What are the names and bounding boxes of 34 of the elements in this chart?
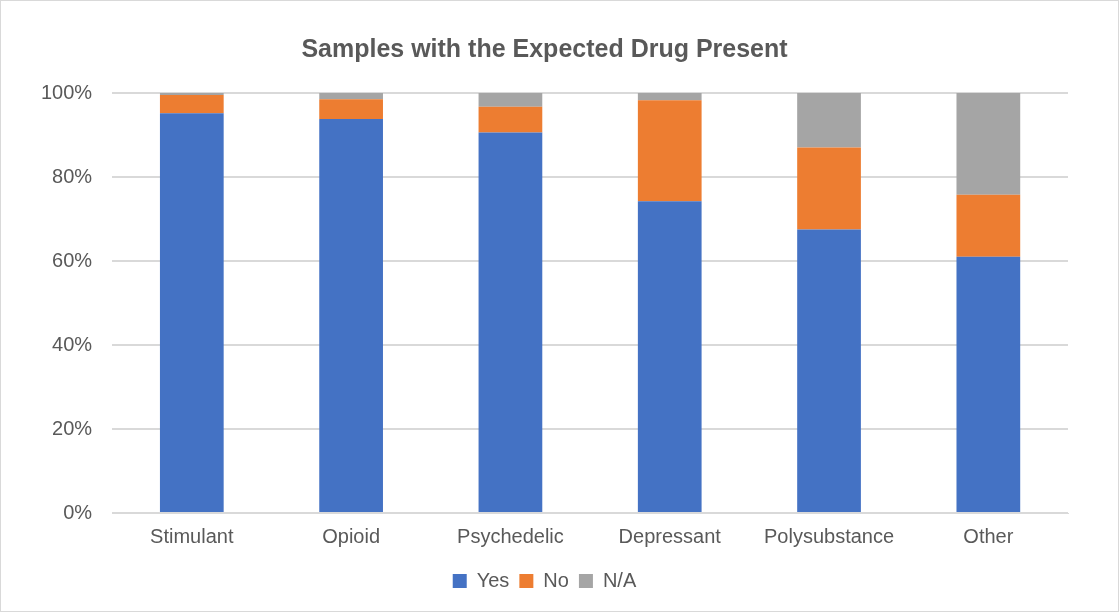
bar: [319, 119, 383, 512]
y-tick-label: 20%: [52, 416, 93, 439]
legend-label: No: [543, 568, 569, 591]
y-tick-label: 80%: [52, 164, 93, 187]
chart-title: Samples with the Expected Drug Present: [301, 33, 789, 62]
bar: [637, 201, 702, 512]
bar: [797, 229, 861, 512]
bar: [159, 93, 224, 96]
bar: [797, 147, 861, 230]
y-tick-label: 0%: [63, 500, 93, 523]
x-tick-label: Stimulant: [150, 524, 234, 547]
y-tick-label: 100%: [41, 80, 93, 103]
legend-label: Yes: [476, 568, 510, 591]
y-tick-label: 60%: [52, 248, 93, 271]
x-tick-label: Other: [963, 524, 1014, 547]
bar: [478, 106, 543, 133]
bar: [956, 93, 1021, 195]
y-tick-label: 40%: [52, 332, 93, 355]
x-tick-label: Opioid: [322, 524, 381, 547]
bar: [478, 93, 543, 107]
x-tick-label: Depressant: [618, 524, 722, 547]
x-tick-label: Polysubstance: [764, 524, 895, 547]
bar: [478, 132, 543, 512]
x-tick-label: Psychedelic: [457, 524, 564, 547]
bar: [956, 256, 1021, 512]
bar: [319, 99, 383, 120]
bar: [637, 100, 702, 202]
bar: [637, 93, 702, 101]
bar: [159, 113, 224, 512]
legend-label: N/A: [602, 568, 637, 591]
bar: [797, 93, 861, 148]
bar: [319, 93, 383, 100]
bar: [956, 194, 1021, 257]
bar: [159, 95, 224, 114]
